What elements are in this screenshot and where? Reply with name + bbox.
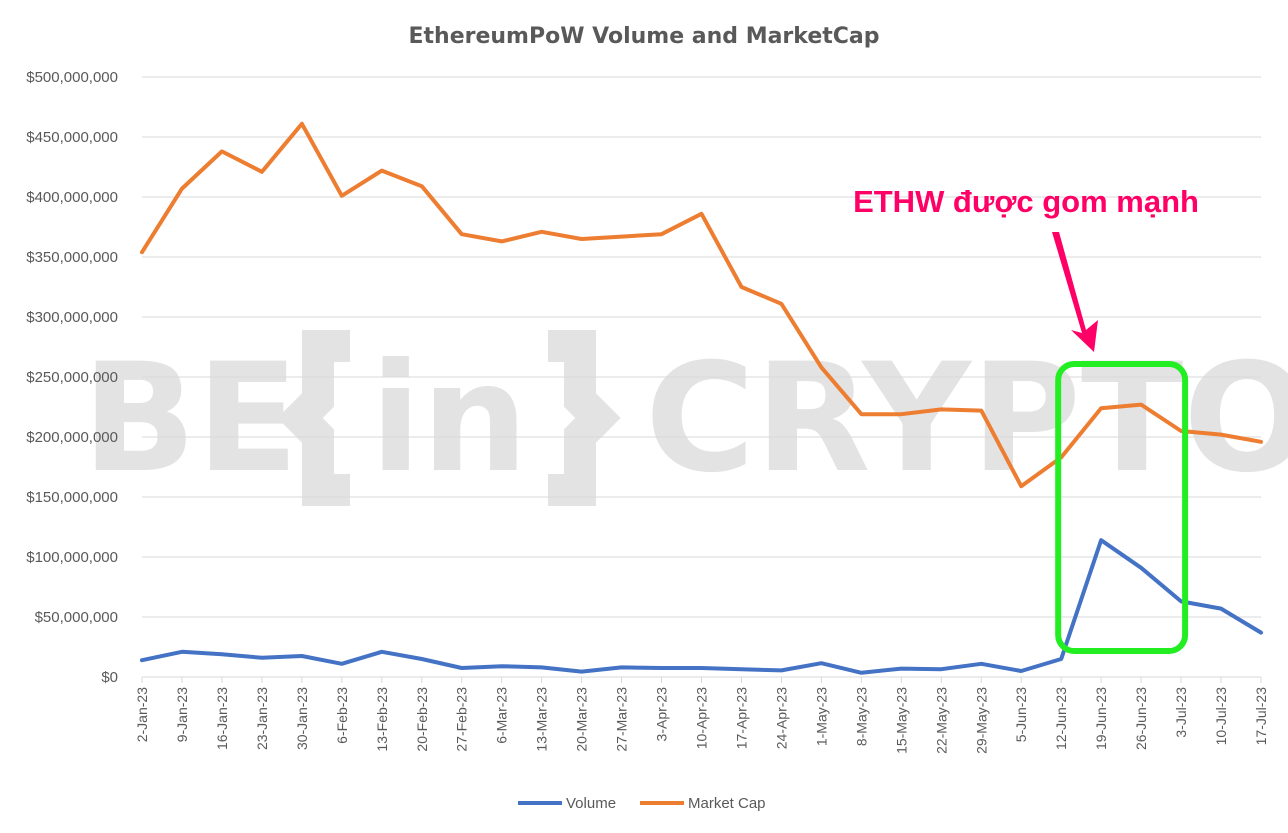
x-tick-label: 30-Jan-23 — [294, 687, 310, 750]
legend-label-market-cap: Market Cap — [688, 795, 766, 812]
x-axis-ticks: 2-Jan-23 9-Jan-23 16-Jan-23 23-Jan-23 30-Jan… — [134, 677, 1269, 754]
x-tick-label: 27-Feb-23 — [454, 687, 470, 752]
y-tick-label: $150,000,000 — [26, 489, 118, 506]
x-tick-label: 13-Mar-23 — [534, 687, 550, 752]
y-tick-label: $400,000,000 — [26, 189, 118, 206]
x-tick-label: 22-May-23 — [933, 687, 949, 754]
x-tick-label: 8-May-23 — [853, 687, 869, 746]
x-tick-label: 19-Jun-23 — [1093, 687, 1109, 750]
y-tick-label: $500,000,000 — [26, 69, 118, 86]
y-axis-ticks: $0 $50,000,000 $100,000,000 $150,000,000 $20… — [26, 69, 118, 686]
legend-label-volume: Volume — [566, 795, 616, 812]
y-tick-label: $50,000,000 — [35, 609, 118, 626]
x-tick-label: 5-Jun-23 — [1013, 687, 1029, 742]
x-tick-label: 16-Jan-23 — [214, 687, 230, 750]
chart-title: EthereumPoW Volume and MarketCap — [408, 24, 879, 49]
watermark-left-bracket — [277, 330, 350, 506]
watermark-right-bracket — [548, 330, 621, 506]
x-tick-label: 6-Mar-23 — [494, 687, 510, 744]
x-tick-label: 27-Mar-23 — [614, 687, 630, 752]
y-tick-label: $200,000,000 — [26, 429, 118, 446]
y-tick-label: $450,000,000 — [26, 129, 118, 146]
x-tick-label: 10-Apr-23 — [694, 687, 710, 749]
y-tick-label: $0 — [101, 669, 118, 686]
series-lines — [140, 121, 1263, 675]
y-tick-label: $100,000,000 — [26, 549, 118, 566]
y-tick-label: $350,000,000 — [26, 249, 118, 266]
x-tick-label: 6-Feb-23 — [334, 687, 350, 744]
x-tick-label: 1-May-23 — [813, 687, 829, 746]
x-tick-label: 13-Feb-23 — [374, 687, 390, 752]
x-tick-label: 15-May-23 — [893, 687, 909, 754]
watermark: BE in CRYPTO — [82, 330, 1288, 506]
series-line-market-cap — [140, 121, 1263, 489]
gridlines — [142, 76, 1261, 678]
x-tick-label: 10-Jul-23 — [1213, 687, 1229, 746]
x-tick-label: 24-Apr-23 — [773, 687, 789, 749]
x-tick-label: 20-Feb-23 — [414, 687, 430, 752]
y-tick-label: $250,000,000 — [26, 369, 118, 386]
x-tick-label: 23-Jan-23 — [254, 687, 270, 750]
x-tick-label: 26-Jun-23 — [1133, 687, 1149, 750]
x-tick-label: 9-Jan-23 — [174, 687, 190, 742]
x-tick-label: 17-Apr-23 — [733, 687, 749, 749]
annotation-arrow — [1052, 232, 1098, 352]
watermark-right: CRYPTO — [645, 332, 1288, 506]
x-tick-label: 3-Apr-23 — [654, 687, 670, 742]
x-tick-label: 29-May-23 — [973, 687, 989, 754]
x-tick-label: 12-Jun-23 — [1053, 687, 1069, 750]
x-tick-label: 3-Jul-23 — [1173, 687, 1189, 738]
x-tick-label: 20-Mar-23 — [574, 687, 590, 752]
legend: Volume Market Cap — [518, 795, 766, 812]
y-tick-label: $300,000,000 — [26, 309, 118, 326]
watermark-left: BE — [82, 332, 299, 506]
x-tick-label: 17-Jul-23 — [1253, 687, 1269, 746]
highlight-box — [1055, 361, 1189, 654]
x-tick-label: 2-Jan-23 — [134, 687, 150, 742]
watermark-middle: in — [370, 332, 528, 506]
annotation-text: ETHW được gom mạnh — [853, 184, 1199, 219]
series-line-volume — [140, 538, 1263, 675]
annotation: ETHW được gom mạnh — [853, 184, 1199, 654]
